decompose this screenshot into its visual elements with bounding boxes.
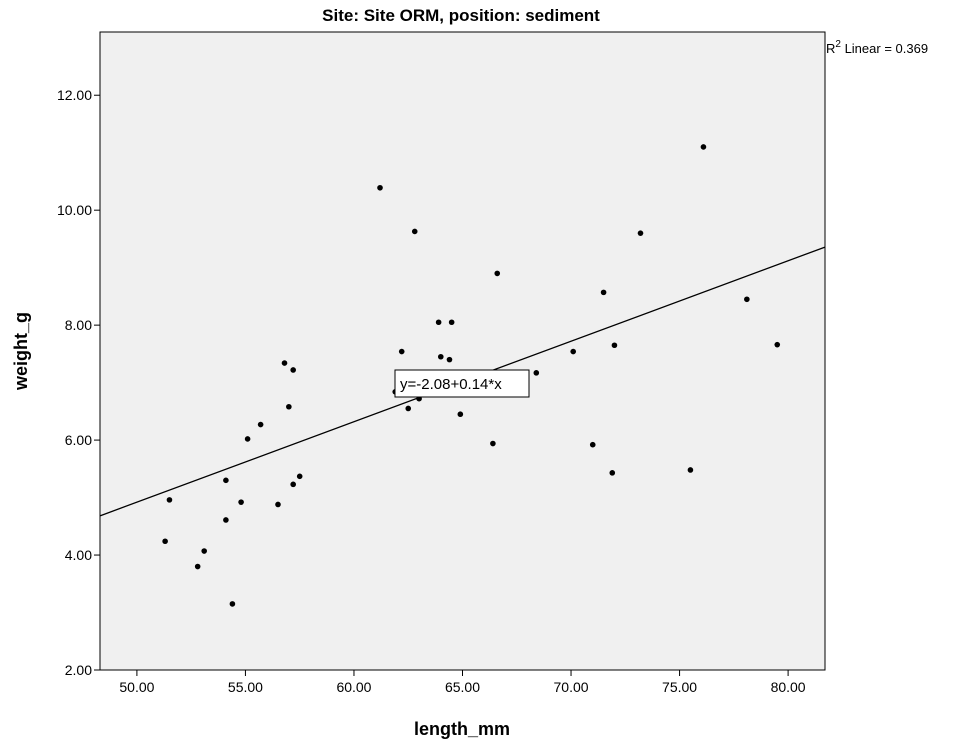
data-point — [405, 405, 412, 412]
data-point — [448, 319, 455, 326]
x-tick-label: 55.00 — [228, 679, 263, 695]
r-squared-sup: 2 — [835, 39, 841, 50]
data-points — [162, 144, 781, 607]
data-point — [229, 601, 236, 607]
x-axis: 50.00 55.00 60.00 65.00 70.00 75.00 80.00 — [119, 670, 806, 695]
data-point — [275, 501, 281, 508]
data-point — [589, 441, 596, 448]
data-point — [194, 563, 201, 570]
equation-label-border — [394, 369, 530, 398]
data-point — [244, 436, 251, 442]
x-tick-label: 70.00 — [554, 679, 589, 695]
chart-title: Site: Site ORM, position: sediment — [322, 6, 600, 25]
data-point — [700, 144, 707, 150]
y-tick-label: 10.00 — [57, 202, 92, 218]
x-tick-label: 60.00 — [336, 679, 371, 695]
data-point — [494, 270, 501, 277]
data-point — [611, 342, 618, 349]
data-point — [296, 473, 303, 480]
data-point — [446, 356, 453, 363]
data-point — [223, 477, 229, 484]
y-axis-label: weight_g — [11, 312, 31, 391]
data-point — [286, 403, 292, 410]
data-point — [201, 548, 207, 554]
data-point — [570, 348, 577, 355]
y-axis: 2.00 4.00 6.00 8.00 10.00 12.00 — [57, 87, 100, 678]
equation-label: y=-2.08+0.14*x — [400, 376, 502, 393]
data-point — [281, 360, 288, 366]
data-point — [398, 348, 405, 355]
x-tick-label: 80.00 — [771, 679, 806, 695]
data-point — [290, 367, 296, 373]
data-point — [377, 184, 383, 191]
x-axis-label: length_mm — [414, 719, 510, 739]
r-squared-label: R2 Linear = 0.369 — [826, 39, 928, 56]
data-point — [166, 497, 173, 503]
plot-area — [99, 31, 826, 671]
data-point — [600, 289, 607, 296]
x-tick-label: 65.00 — [445, 679, 480, 695]
y-tick-label: 2.00 — [65, 662, 92, 678]
y-tick-label: 8.00 — [65, 317, 92, 333]
data-point — [162, 538, 168, 545]
data-point — [411, 228, 418, 235]
data-point — [435, 319, 442, 326]
data-point — [533, 370, 540, 376]
data-point — [637, 230, 644, 236]
x-tick-label: 50.00 — [119, 679, 154, 695]
data-point — [774, 341, 781, 348]
data-point — [290, 481, 296, 488]
equation-label-box: y=-2.08+0.14*x — [394, 369, 530, 398]
data-point — [609, 470, 616, 476]
data-point — [257, 421, 264, 428]
x-tick-label: 75.00 — [662, 679, 697, 695]
data-point — [437, 353, 444, 360]
data-point — [238, 499, 244, 505]
r-squared-value: Linear = 0.369 — [841, 41, 928, 56]
y-tick-label: 6.00 — [65, 432, 92, 448]
data-point — [744, 296, 750, 303]
data-point — [687, 467, 694, 473]
data-point — [490, 440, 496, 447]
r-squared-prefix: R — [826, 41, 835, 56]
y-tick-label: 4.00 — [65, 547, 92, 563]
data-point — [223, 517, 229, 523]
y-tick-label: 12.00 — [57, 87, 92, 103]
data-point — [457, 411, 464, 418]
